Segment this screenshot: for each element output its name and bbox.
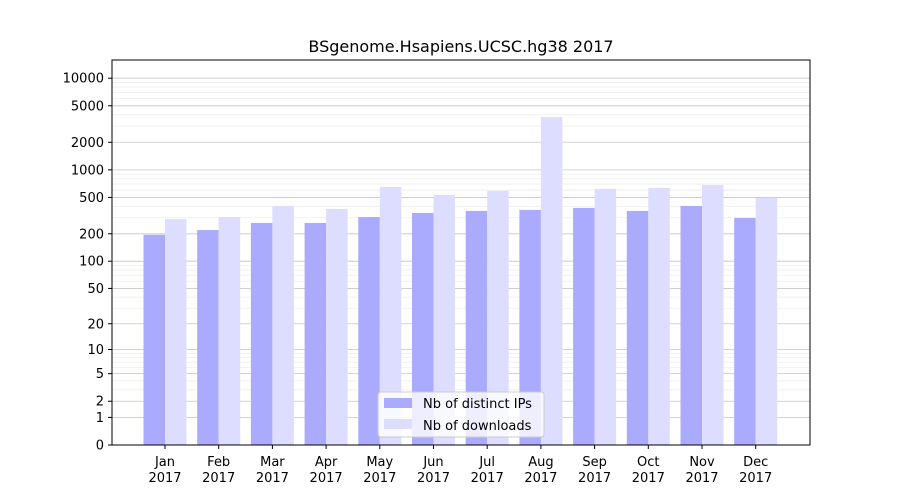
legend-box xyxy=(377,391,545,438)
bar-downloads xyxy=(165,219,187,445)
y-tick-label: 50 xyxy=(87,282,104,297)
bar-distinct-ips xyxy=(680,205,702,445)
bar-distinct-ips xyxy=(465,210,488,445)
bar-distinct-ips xyxy=(519,209,541,445)
bar-downloads xyxy=(648,187,670,446)
bar-distinct-ips xyxy=(573,207,595,445)
y-tick-label: 200 xyxy=(79,227,104,242)
bar-downloads xyxy=(272,205,294,445)
x-tick-label: Feb 2017 xyxy=(202,455,235,486)
legend-swatch-downloads xyxy=(384,419,412,429)
bar-downloads xyxy=(379,186,402,445)
x-tick-label: Sep 2017 xyxy=(578,455,611,486)
bar-downloads xyxy=(326,208,348,445)
bar-downloads xyxy=(594,188,617,445)
plot-frame xyxy=(111,59,811,446)
y-tick-label: 500 xyxy=(79,191,104,206)
x-tick-label: Apr 2017 xyxy=(310,455,343,486)
bar-distinct-ips xyxy=(412,212,434,445)
x-tick-label: Dec 2017 xyxy=(739,455,772,486)
x-tick-label: Mar 2017 xyxy=(256,455,289,486)
y-tick-label: 2 xyxy=(96,395,104,410)
legend-label-downloads: Nb of downloads xyxy=(423,419,532,434)
y-tick-label: 0 xyxy=(96,439,104,454)
bar-distinct-ips xyxy=(304,222,327,445)
chart-title: BSgenome.Hsapiens.UCSC.hg38 2017 xyxy=(308,37,613,56)
y-tick-label: 5 xyxy=(96,367,104,382)
bar-distinct-ips xyxy=(250,222,273,445)
bar-downloads xyxy=(433,194,455,445)
x-tick-label: Oct 2017 xyxy=(632,455,665,486)
y-tick-label: 5000 xyxy=(71,99,104,114)
x-tick-label: Nov 2017 xyxy=(685,455,718,486)
bars xyxy=(143,116,778,446)
bar-downloads xyxy=(755,197,778,445)
x-tick-label: Jul 2017 xyxy=(471,455,504,486)
bar-downloads xyxy=(540,116,563,446)
bar-distinct-ips xyxy=(626,210,649,445)
bar-distinct-ips xyxy=(197,230,219,445)
x-tick-label: Jan 2017 xyxy=(148,455,181,486)
bar-distinct-ips xyxy=(358,217,380,445)
y-tick-label: 10 xyxy=(87,343,104,358)
y-tick-label: 1000 xyxy=(71,163,104,178)
legend-label-ips: Nb of distinct IPs xyxy=(423,397,532,412)
legend-swatch-ips xyxy=(384,398,412,408)
y-tick-label: 2000 xyxy=(71,136,104,151)
y-tick-label: 1 xyxy=(96,411,104,426)
bar-distinct-ips xyxy=(734,217,756,445)
bar-downloads xyxy=(487,190,509,445)
x-axis: Jan 2017 Feb 2017 Mar 2017 Apr 2017 May 2017 Jun 20… xyxy=(148,445,772,486)
y-axis: 0 12 5 10 20 50 100 200 500 1000 2000 5000 10000 xyxy=(63,72,112,454)
y-tick-label: 20 xyxy=(87,317,104,332)
x-tick-label: May 2017 xyxy=(363,455,396,486)
x-tick-label: Jun 2017 xyxy=(417,455,450,486)
bar-downloads xyxy=(702,184,724,446)
legend: Nb of distinct IPs Nb of downloads xyxy=(377,391,545,438)
bar-downloads xyxy=(218,217,241,445)
y-tick-label: 10000 xyxy=(63,72,104,87)
x-tick-label: Aug 2017 xyxy=(524,455,557,486)
bar-distinct-ips xyxy=(143,234,165,445)
y-tick-label: 100 xyxy=(79,255,104,270)
